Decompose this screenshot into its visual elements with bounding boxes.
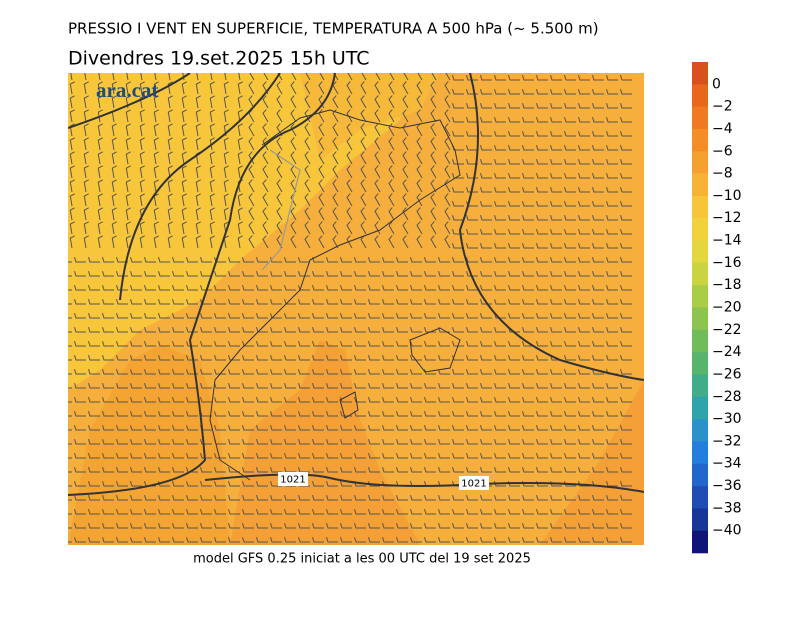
isobar-label-box xyxy=(278,472,308,486)
isobar-label-box xyxy=(459,476,489,490)
wind-barb xyxy=(68,73,632,543)
temperature-zone xyxy=(68,73,420,390)
subtitle: Divendres 19.set.2025 15h UTC xyxy=(68,48,370,70)
colorbar-label: −24 xyxy=(712,344,742,360)
colorbar-segment xyxy=(692,374,708,398)
isobar xyxy=(458,73,644,381)
colorbar-segment xyxy=(692,218,708,241)
colorbar-segment xyxy=(692,151,708,174)
colorbar-segment xyxy=(692,486,708,509)
wind-barbs xyxy=(68,73,632,543)
colorbar-segment xyxy=(692,307,708,331)
colorbar-label: −32 xyxy=(712,433,742,449)
colorbar: 0 −2 −4 −6 −8 −10 −12 −14 −16 −18 −20 −22 −24 −26 −28 −… xyxy=(692,62,742,554)
temperature-zone xyxy=(68,345,230,545)
colorbar-segment xyxy=(692,396,708,420)
map: 1021 1021 xyxy=(68,73,644,545)
colorbar-label: −26 xyxy=(712,366,742,382)
colorbar-segment xyxy=(692,352,708,375)
colorbar-segment xyxy=(692,84,708,107)
colorbar-label: 0 xyxy=(712,76,721,92)
colorbar-label: −16 xyxy=(712,255,742,271)
border xyxy=(261,149,301,271)
colorbar-segment xyxy=(692,128,708,152)
colorbar-segment xyxy=(692,463,708,487)
colorbar-segment xyxy=(692,419,708,442)
colorbar-label: −22 xyxy=(712,322,742,338)
colorbar-label: −10 xyxy=(712,188,742,204)
colorbar-segment xyxy=(692,62,708,85)
temperature-zone xyxy=(540,380,644,545)
colorbar-label: −38 xyxy=(712,500,742,516)
colorbar-label: −40 xyxy=(712,523,742,539)
colorbar-segment xyxy=(692,240,708,264)
colorbar-segment xyxy=(692,173,708,197)
colorbar-label: −8 xyxy=(712,166,733,182)
temperature-zone xyxy=(230,340,420,545)
colorbar-label: −34 xyxy=(712,456,742,472)
colorbar-label: −20 xyxy=(712,300,742,316)
colorbar-label: −2 xyxy=(712,99,733,115)
colorbar-segment xyxy=(692,106,708,130)
colorbar-segment xyxy=(692,285,708,308)
colorbar-label: −36 xyxy=(712,478,742,494)
colorbar-label: −4 xyxy=(712,121,733,137)
colorbar-segment xyxy=(692,195,708,219)
title: PRESSIO I VENT EN SUPERFICIE, TEMPERATUR… xyxy=(68,20,599,38)
footer: model GFS 0.25 iniciat a les 00 UTC del … xyxy=(193,552,531,567)
colorbar-segment xyxy=(692,508,708,531)
colorbar-segment xyxy=(692,262,708,286)
colorbar-label: −6 xyxy=(712,143,733,159)
isobar-label: 1021 xyxy=(280,475,305,486)
isobar xyxy=(68,73,336,496)
coastline xyxy=(209,109,461,481)
colorbar-label: −30 xyxy=(712,411,742,427)
colorbar-label: −18 xyxy=(712,277,742,293)
coastline xyxy=(339,391,359,419)
colorbar-label: −12 xyxy=(712,210,742,226)
logo: ara.cat xyxy=(96,78,158,102)
colorbar-label: −14 xyxy=(712,233,742,249)
colorbar-label: −28 xyxy=(712,389,742,405)
colorbar-segment xyxy=(692,329,708,353)
colorbar-segment xyxy=(692,441,708,465)
isobar-label: 1021 xyxy=(461,479,486,490)
isobar xyxy=(68,73,281,301)
coastline xyxy=(409,327,461,373)
colorbar-segment xyxy=(692,530,708,554)
temperature-zone xyxy=(300,73,440,160)
